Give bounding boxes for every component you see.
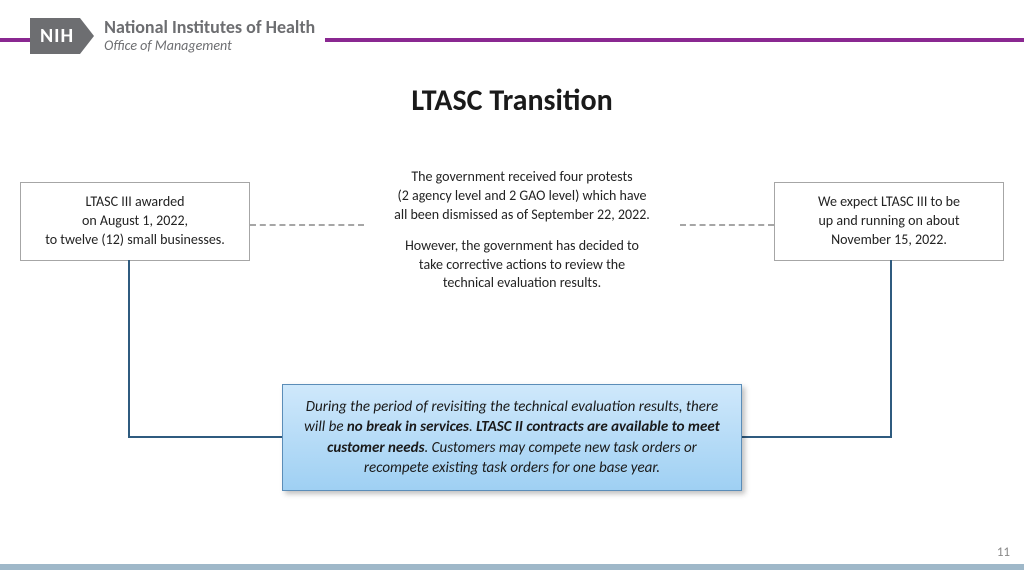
connector-left-horizontal	[128, 436, 282, 438]
left-box-line: LTASC III awarded	[29, 193, 241, 212]
org-subtitle: Office of Management	[104, 38, 315, 53]
mid-line: However, the government has decided to	[362, 237, 682, 256]
org-text: National Institutes of Health Office of …	[104, 18, 315, 53]
mid-line: The government received four protests	[362, 168, 682, 187]
mid-line: all been dismissed as of September 22, 2…	[362, 206, 682, 225]
nih-logo: NIH	[30, 18, 94, 54]
left-box-line: on August 1, 2022,	[29, 212, 241, 231]
connector-left-vertical	[128, 260, 130, 436]
left-info-box: LTASC III awarded on August 1, 2022, to …	[20, 182, 250, 261]
chevron-right-icon	[80, 18, 94, 54]
middle-text: The government received four protests (2…	[362, 168, 682, 293]
page-title: LTASC Transition	[0, 82, 1024, 119]
callout-bold: no break in services	[347, 418, 469, 436]
footer-accent-bar	[0, 564, 1024, 570]
right-box-line: We expect LTASC III to be	[783, 193, 995, 212]
nih-logo-text: NIH	[40, 24, 80, 48]
mid-line: technical evaluation results.	[362, 274, 682, 293]
mid-line: take corrective actions to review the	[362, 256, 682, 275]
page-number: 11	[997, 545, 1010, 560]
left-box-line: to twelve (12) small businesses.	[29, 231, 241, 250]
logo-block: NIH National Institutes of Health Office…	[30, 18, 325, 54]
right-box-line: up and running on about	[783, 212, 995, 231]
callout-box: During the period of revisiting the tech…	[282, 384, 742, 491]
dashed-connector-left	[250, 224, 364, 226]
right-info-box: We expect LTASC III to be up and running…	[774, 182, 1004, 261]
org-name: National Institutes of Health	[104, 18, 315, 38]
dashed-connector-right	[680, 224, 774, 226]
right-box-line: November 15, 2022.	[783, 231, 995, 250]
mid-line: (2 agency level and 2 GAO level) which h…	[362, 187, 682, 206]
connector-right-horizontal	[742, 436, 892, 438]
connector-right-vertical	[890, 260, 892, 436]
